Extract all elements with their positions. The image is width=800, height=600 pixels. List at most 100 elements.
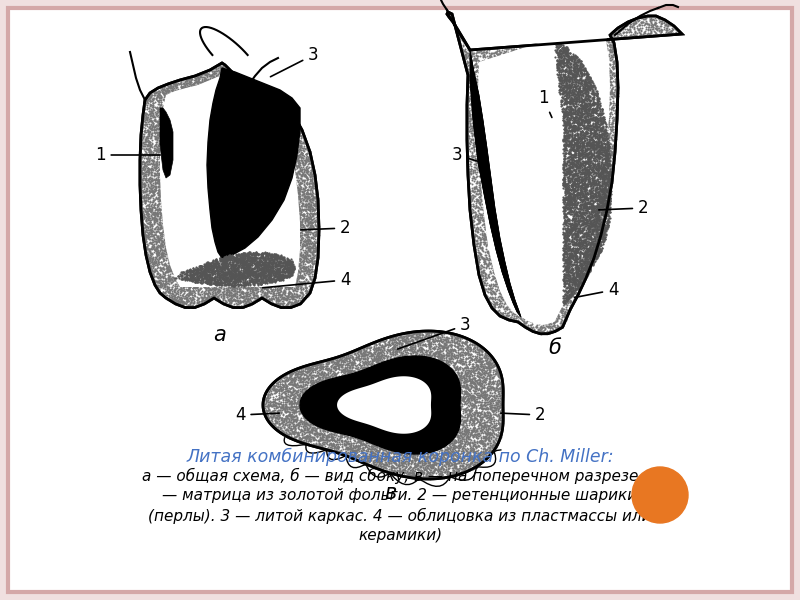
Point bbox=[458, 50, 471, 59]
Point bbox=[232, 227, 245, 237]
Point bbox=[602, 172, 614, 182]
Point bbox=[533, 57, 546, 67]
Point bbox=[486, 215, 498, 225]
Point bbox=[490, 250, 503, 260]
Point bbox=[195, 236, 208, 246]
Point bbox=[522, 241, 535, 251]
Point bbox=[564, 181, 577, 191]
Point bbox=[238, 292, 250, 302]
Point bbox=[597, 211, 610, 220]
Point bbox=[257, 259, 270, 269]
Point bbox=[412, 394, 425, 403]
Point bbox=[226, 187, 238, 196]
Point bbox=[190, 158, 202, 167]
Point bbox=[558, 268, 571, 278]
Point bbox=[211, 249, 224, 259]
Point bbox=[474, 275, 487, 285]
Point bbox=[486, 49, 498, 58]
Point bbox=[134, 177, 147, 187]
Point bbox=[207, 266, 220, 275]
Point bbox=[554, 96, 567, 106]
Point bbox=[539, 63, 552, 73]
Point bbox=[206, 204, 219, 214]
Point bbox=[220, 269, 233, 279]
Point bbox=[516, 131, 529, 141]
Point bbox=[267, 177, 280, 187]
Point bbox=[236, 207, 249, 217]
Point bbox=[419, 451, 432, 460]
Point bbox=[219, 260, 232, 270]
Point bbox=[220, 125, 233, 134]
Point bbox=[505, 308, 518, 317]
Point bbox=[438, 405, 451, 415]
Point bbox=[458, 464, 471, 473]
Point bbox=[458, 453, 471, 463]
Point bbox=[429, 464, 442, 473]
Point bbox=[309, 377, 322, 386]
Point bbox=[511, 83, 524, 92]
Point bbox=[273, 200, 286, 210]
Point bbox=[271, 416, 284, 425]
Point bbox=[210, 177, 222, 187]
Point bbox=[566, 53, 579, 62]
Point bbox=[159, 181, 172, 190]
Point bbox=[165, 122, 178, 131]
Point bbox=[297, 397, 310, 406]
Point bbox=[578, 64, 591, 74]
Point bbox=[474, 91, 487, 101]
Point bbox=[374, 367, 386, 376]
Point bbox=[514, 72, 527, 82]
Point bbox=[262, 172, 275, 182]
Point bbox=[478, 275, 491, 285]
Point bbox=[565, 108, 578, 118]
Point bbox=[438, 335, 451, 344]
Point bbox=[186, 85, 199, 94]
Point bbox=[194, 127, 207, 137]
Point bbox=[607, 142, 620, 151]
Point bbox=[472, 101, 485, 111]
Point bbox=[190, 120, 203, 130]
Point bbox=[433, 464, 446, 474]
Point bbox=[152, 224, 165, 234]
Point bbox=[470, 66, 482, 76]
Point bbox=[470, 426, 482, 436]
Point bbox=[643, 14, 656, 24]
Point bbox=[170, 262, 183, 272]
Point bbox=[563, 290, 576, 299]
Point bbox=[482, 293, 495, 302]
Point bbox=[145, 135, 158, 145]
Point bbox=[175, 112, 188, 121]
Point bbox=[522, 320, 534, 329]
Point bbox=[414, 397, 427, 407]
Point bbox=[269, 408, 282, 418]
Point bbox=[198, 81, 211, 91]
Point bbox=[478, 220, 490, 229]
Point bbox=[557, 119, 570, 128]
Point bbox=[597, 147, 610, 157]
Point bbox=[464, 415, 477, 424]
Point bbox=[486, 210, 498, 220]
Point bbox=[308, 385, 321, 394]
Point bbox=[302, 378, 314, 388]
Point bbox=[532, 199, 545, 208]
Point bbox=[197, 211, 210, 221]
Point bbox=[562, 131, 575, 140]
Point bbox=[564, 59, 577, 69]
Point bbox=[560, 273, 573, 283]
Point bbox=[568, 55, 581, 64]
Point bbox=[600, 131, 613, 141]
Point bbox=[171, 122, 184, 131]
Point bbox=[598, 205, 610, 214]
Point bbox=[198, 112, 211, 121]
Point bbox=[260, 270, 273, 280]
Point bbox=[148, 214, 161, 224]
Point bbox=[454, 385, 467, 394]
Point bbox=[529, 210, 542, 220]
Point bbox=[535, 78, 548, 88]
Point bbox=[609, 62, 622, 71]
Point bbox=[393, 342, 406, 352]
Point bbox=[359, 438, 372, 448]
Point bbox=[486, 62, 499, 72]
Point bbox=[186, 220, 198, 230]
Point bbox=[435, 401, 448, 411]
